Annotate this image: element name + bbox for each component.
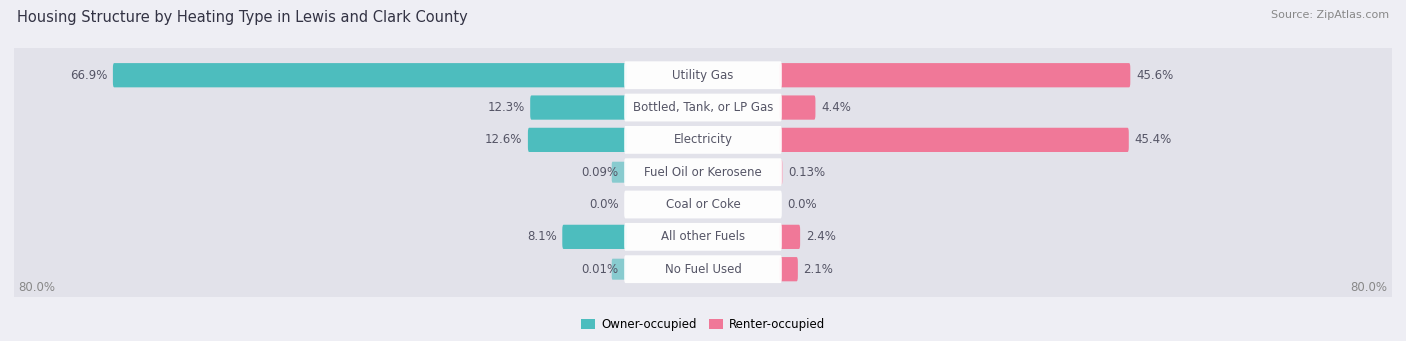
FancyBboxPatch shape <box>624 191 782 219</box>
FancyBboxPatch shape <box>527 128 627 152</box>
Text: No Fuel Used: No Fuel Used <box>665 263 741 276</box>
Text: 4.4%: 4.4% <box>821 101 851 114</box>
Text: 12.6%: 12.6% <box>485 133 522 146</box>
Text: Source: ZipAtlas.com: Source: ZipAtlas.com <box>1271 10 1389 20</box>
FancyBboxPatch shape <box>112 63 627 87</box>
FancyBboxPatch shape <box>624 94 782 121</box>
FancyBboxPatch shape <box>779 257 797 281</box>
FancyBboxPatch shape <box>1 44 1405 107</box>
Text: 45.4%: 45.4% <box>1135 133 1171 146</box>
FancyBboxPatch shape <box>779 128 1129 152</box>
Text: 66.9%: 66.9% <box>70 69 107 82</box>
FancyBboxPatch shape <box>1 140 1405 204</box>
Text: All other Fuels: All other Fuels <box>661 231 745 243</box>
Text: Coal or Coke: Coal or Coke <box>665 198 741 211</box>
FancyBboxPatch shape <box>779 63 1130 87</box>
Text: Housing Structure by Heating Type in Lewis and Clark County: Housing Structure by Heating Type in Lew… <box>17 10 468 25</box>
FancyBboxPatch shape <box>779 95 815 120</box>
FancyBboxPatch shape <box>530 95 627 120</box>
Text: 2.1%: 2.1% <box>803 263 834 276</box>
Text: Bottled, Tank, or LP Gas: Bottled, Tank, or LP Gas <box>633 101 773 114</box>
FancyBboxPatch shape <box>624 126 782 154</box>
Text: 0.0%: 0.0% <box>589 198 619 211</box>
Text: 12.3%: 12.3% <box>488 101 524 114</box>
FancyBboxPatch shape <box>624 255 782 283</box>
Text: 0.09%: 0.09% <box>581 166 617 179</box>
Text: 45.6%: 45.6% <box>1136 69 1173 82</box>
Text: Fuel Oil or Kerosene: Fuel Oil or Kerosene <box>644 166 762 179</box>
Text: 80.0%: 80.0% <box>18 281 55 294</box>
Text: Electricity: Electricity <box>673 133 733 146</box>
Text: 0.01%: 0.01% <box>582 263 619 276</box>
Text: 80.0%: 80.0% <box>1351 281 1388 294</box>
FancyBboxPatch shape <box>1 173 1405 236</box>
Text: 0.0%: 0.0% <box>787 198 817 211</box>
FancyBboxPatch shape <box>779 225 800 249</box>
FancyBboxPatch shape <box>562 225 627 249</box>
FancyBboxPatch shape <box>1 76 1405 139</box>
FancyBboxPatch shape <box>1 238 1405 301</box>
FancyBboxPatch shape <box>624 158 782 186</box>
FancyBboxPatch shape <box>624 223 782 251</box>
FancyBboxPatch shape <box>624 61 782 89</box>
FancyBboxPatch shape <box>1 205 1405 269</box>
Legend: Owner-occupied, Renter-occupied: Owner-occupied, Renter-occupied <box>576 313 830 336</box>
Text: 8.1%: 8.1% <box>527 231 557 243</box>
Text: 0.13%: 0.13% <box>789 166 825 179</box>
FancyBboxPatch shape <box>779 160 783 184</box>
FancyBboxPatch shape <box>612 162 626 183</box>
FancyBboxPatch shape <box>612 259 626 280</box>
Text: 2.4%: 2.4% <box>806 231 835 243</box>
FancyBboxPatch shape <box>1 108 1405 172</box>
Text: Utility Gas: Utility Gas <box>672 69 734 82</box>
